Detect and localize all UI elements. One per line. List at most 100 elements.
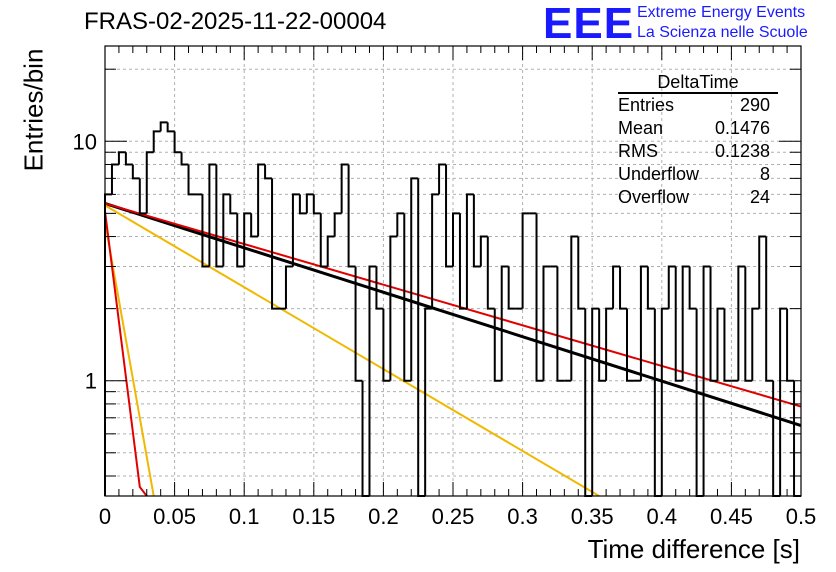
histogram-bin: [584, 308, 593, 497]
x-tick-label: 0.1: [229, 504, 260, 529]
histogram-bin: [298, 194, 307, 215]
histogram-bin: [145, 151, 154, 214]
histogram-bin: [667, 265, 676, 309]
histogram-bin: [424, 307, 433, 496]
histogram-bin: [333, 212, 342, 237]
histogram-bin: [695, 308, 704, 497]
stats-value: 0.1238: [714, 141, 770, 161]
stats-value: 8: [759, 164, 770, 184]
stats-row-rms: RMS 0.1238: [612, 140, 778, 163]
histogram-bin: [779, 307, 788, 496]
histogram-bin: [417, 178, 426, 497]
stats-label: RMS: [618, 141, 658, 161]
fit-curve: [104, 202, 802, 427]
histogram-bin: [284, 265, 293, 309]
histogram-bin: [271, 178, 279, 310]
histogram-bin: [486, 236, 495, 310]
histogram-bin: [110, 163, 119, 195]
histogram-bin: [243, 212, 252, 267]
fit-curve: [104, 204, 600, 497]
histogram-bin: [438, 163, 447, 195]
x-tick-label: 0.05: [153, 504, 196, 529]
histogram-bin: [709, 266, 718, 382]
histogram-bin: [452, 212, 460, 267]
histogram-bin: [389, 235, 398, 381]
histogram-bin: [786, 308, 795, 382]
histogram-bin: [542, 265, 551, 381]
histogram-bin: [138, 178, 147, 215]
histogram-bin: [507, 266, 516, 310]
histogram-bin: [751, 307, 760, 381]
histogram-bin: [403, 213, 412, 382]
histogram-bin: [570, 235, 579, 381]
histogram-bin: [250, 213, 259, 238]
histogram-bin: [646, 266, 655, 310]
histogram-bin: [187, 164, 196, 196]
histogram-bin: [396, 212, 405, 237]
histogram-bin: [493, 308, 502, 382]
histogram-bin: [605, 307, 614, 381]
histogram-bin: [159, 121, 168, 132]
x-axis-label: Time difference [s]: [587, 534, 800, 564]
stats-row-entries: Entries 290: [612, 94, 778, 117]
histogram-bin: [131, 164, 140, 180]
histogram-bin: [264, 164, 273, 180]
stats-value: 24: [749, 187, 770, 207]
histogram-bin: [758, 235, 767, 309]
histogram-bin: [793, 380, 801, 497]
histogram-bin: [458, 213, 467, 310]
histogram-bin: [410, 177, 419, 381]
x-tick-label: 0.2: [368, 504, 399, 529]
stats-label: Overflow: [618, 187, 690, 207]
histogram-bin: [201, 194, 210, 268]
stats-row-underflow: Underflow 8: [612, 163, 778, 186]
y-axis-label: Entries/bin: [18, 48, 49, 172]
histogram-bin: [660, 307, 669, 496]
histogram-bin: [215, 164, 224, 268]
stats-value: 290: [739, 95, 770, 115]
histogram-bin: [305, 193, 314, 214]
histogram-bin: [577, 236, 586, 310]
histogram-bin: [319, 213, 328, 268]
eee-logo: EEE: [543, 0, 635, 48]
logo-line-2: La Scienza nelle Scuole: [637, 24, 808, 41]
x-tick-label: 0.25: [432, 504, 475, 529]
histogram-bin: [257, 163, 266, 237]
histogram-bin: [688, 266, 697, 310]
histogram-bin: [431, 193, 440, 309]
x-tick-label: 0.15: [292, 504, 335, 529]
x-tick-label: 0.4: [647, 504, 678, 529]
histogram-bin: [737, 265, 746, 381]
stats-value: 0.1476: [714, 118, 770, 138]
histogram-bin: [236, 213, 245, 268]
x-tick-label: 0.45: [710, 504, 753, 529]
histogram-bin: [354, 266, 363, 382]
histogram-bin: [598, 308, 607, 382]
stats-label: Mean: [618, 118, 664, 138]
x-tick-label: 0: [99, 504, 111, 529]
tick-labels: 0 0.05 0.1 0.15 0.2 0.25 0.3 0.35 0.4 0.45 0.5 1 10: [73, 129, 817, 529]
histogram-bin: [375, 266, 384, 310]
fit-curve: [104, 211, 148, 497]
histogram-bin: [124, 152, 133, 166]
histogram-bin: [716, 307, 725, 381]
histogram-bin: [222, 193, 231, 267]
histogram-bin: [361, 380, 370, 497]
grid-lines: [105, 46, 801, 496]
logo-line-1: Extreme Energy Events: [637, 4, 806, 21]
histogram-bin: [465, 193, 474, 309]
x-tick-label: 0.5: [786, 504, 817, 529]
histogram-bin: [312, 194, 321, 215]
histogram-bin: [152, 130, 161, 153]
histogram-bin: [500, 265, 509, 381]
stats-label: Underflow: [618, 164, 700, 184]
x-tick-label: 0.3: [507, 504, 538, 529]
chart-title: FRAS-02-2025-11-22-00004: [84, 8, 387, 35]
y-tick-label: 10: [73, 129, 97, 154]
histogram-bin: [291, 193, 300, 267]
histogram-bin: [472, 194, 481, 268]
histogram-bin: [347, 164, 356, 268]
histogram-bin: [681, 265, 690, 381]
histogram-bin: [591, 307, 600, 496]
